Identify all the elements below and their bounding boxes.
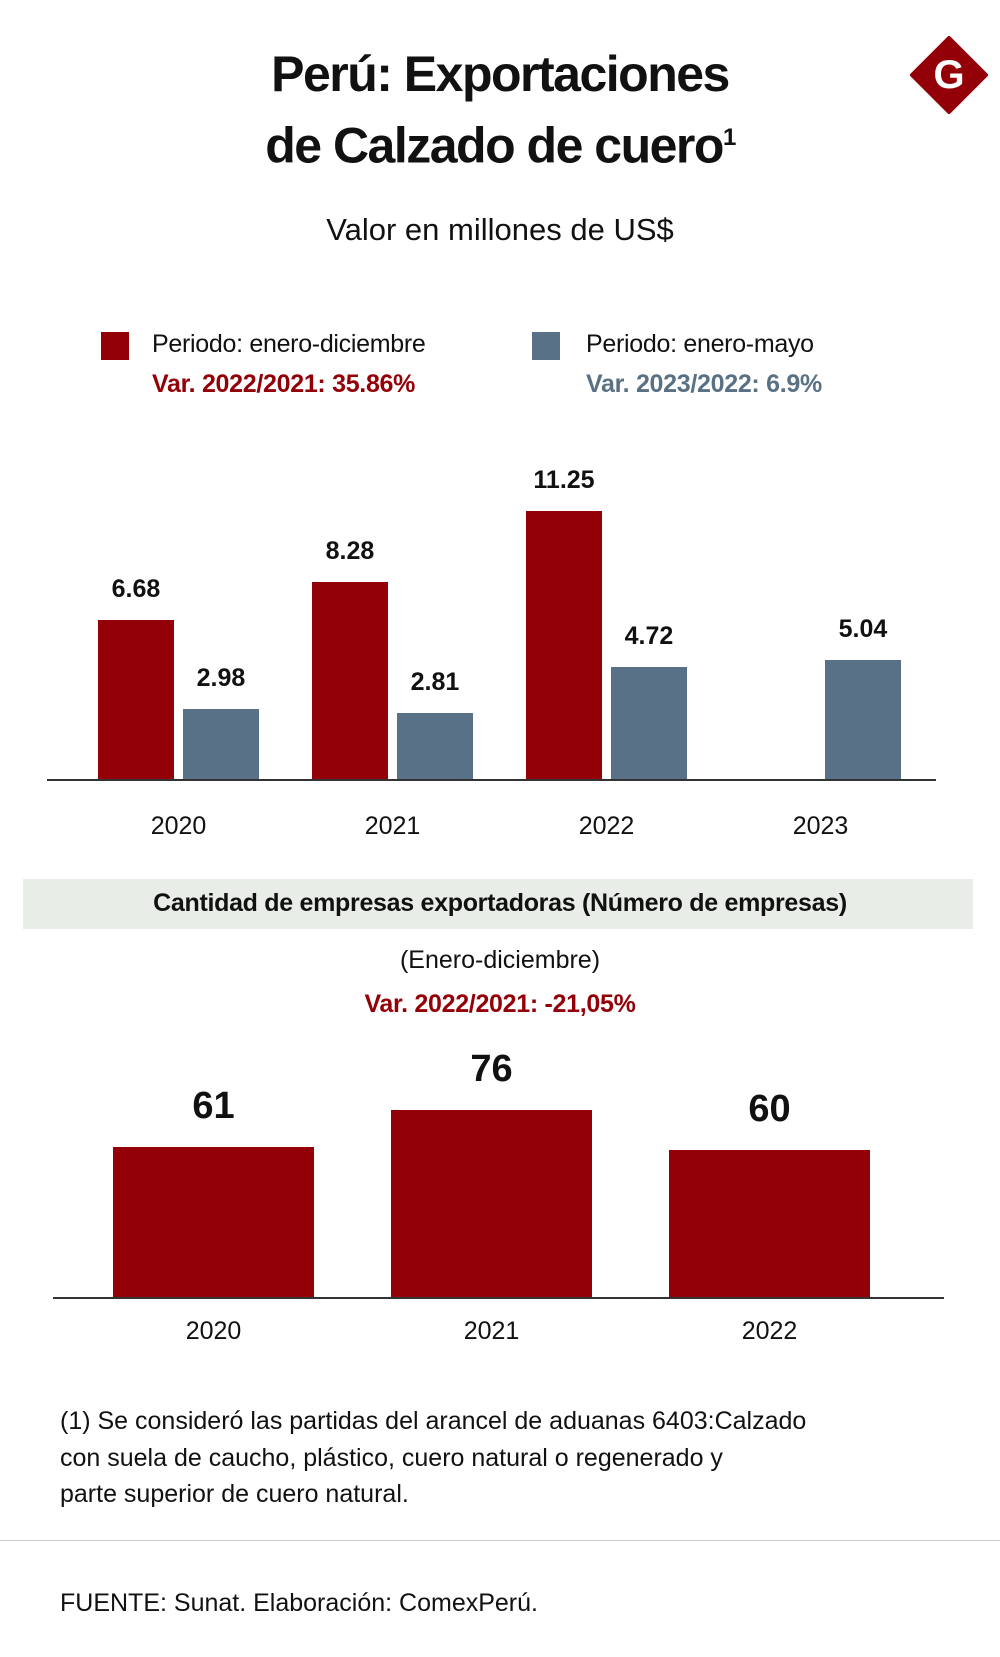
x-tick-label: 2022 bbox=[578, 812, 635, 840]
legend-swatch-red bbox=[101, 332, 129, 360]
title-text: de Calzado de cuero bbox=[265, 117, 724, 174]
footnote-line2: con suela de caucho, plástico, cuero nat… bbox=[60, 1444, 723, 1472]
x-tick-label: 2023 bbox=[792, 812, 849, 840]
chart1-x-axis bbox=[47, 779, 936, 781]
value-label: 8.28 bbox=[325, 537, 375, 566]
chart-title-line1: Perú: Exportaciones bbox=[271, 46, 730, 102]
chart-subtitle: Valor en millones de US$ bbox=[326, 212, 674, 247]
bar-2020-enero-diciembre bbox=[98, 620, 174, 780]
companies-title: Cantidad de empresas exportadoras (Númer… bbox=[153, 889, 847, 917]
bar-2021-enero-diciembre bbox=[312, 582, 388, 780]
x-tick-label: 2020 bbox=[185, 1317, 242, 1345]
value-label: 4.72 bbox=[624, 622, 674, 651]
chart-title-line2: de Calzado de cuero1 bbox=[0, 108, 1000, 176]
logo-letter: G bbox=[933, 53, 964, 97]
x-tick-label: 2022 bbox=[741, 1317, 798, 1345]
value-label: 60 bbox=[748, 1087, 791, 1130]
value-label: 2.98 bbox=[196, 663, 246, 692]
footnote-line1: (1) Se consideró las partidas del arance… bbox=[60, 1407, 807, 1435]
value-label: 11.25 bbox=[533, 466, 595, 495]
bar-2022-enero-diciembre bbox=[526, 511, 602, 780]
bar-companies-2021 bbox=[391, 1110, 592, 1298]
value-label: 6.68 bbox=[111, 575, 161, 604]
bar-2022-enero-mayo bbox=[611, 667, 687, 780]
value-label: 76 bbox=[470, 1048, 513, 1091]
bar-companies-2020 bbox=[113, 1147, 314, 1298]
value-label: 2.81 bbox=[410, 667, 460, 696]
export-value-chart: 6.68 2.98 2020 8.28 2.81 2021 11.25 4.72 2022 5.0… bbox=[98, 466, 901, 840]
companies-section-band bbox=[23, 879, 973, 929]
legend-var-blue: Var. 2023/2022: 6.9% bbox=[586, 370, 822, 398]
legend-swatch-blue bbox=[532, 332, 560, 360]
divider bbox=[0, 1540, 1000, 1541]
source-text: FUENTE: Sunat. Elaboración: ComexPerú. bbox=[60, 1589, 538, 1617]
bar-2021-enero-mayo bbox=[397, 712, 473, 780]
footnote-line3: parte superior de cuero natural. bbox=[60, 1480, 409, 1508]
companies-var: Var. 2022/2021: -21,05% bbox=[364, 990, 636, 1018]
legend-label-enero-diciembre: Periodo: enero-diciembre bbox=[152, 330, 426, 358]
x-tick-label: 2021 bbox=[364, 812, 421, 840]
legend-var-red: Var. 2022/2021: 35.86% bbox=[152, 370, 416, 398]
chart2-x-axis bbox=[53, 1297, 944, 1299]
bar-2023-enero-mayo bbox=[825, 659, 901, 780]
title-superscript: 1 bbox=[722, 124, 736, 151]
x-tick-label: 2021 bbox=[463, 1317, 520, 1345]
bar-companies-2022 bbox=[669, 1149, 870, 1298]
companies-subtitle: (Enero-diciembre) bbox=[399, 946, 601, 974]
x-tick-label: 2020 bbox=[150, 812, 207, 840]
value-label: 61 bbox=[192, 1085, 235, 1128]
legend-label-enero-mayo: Periodo: enero-mayo bbox=[586, 330, 814, 358]
value-label: 5.04 bbox=[838, 614, 888, 643]
gestion-logo-icon: G bbox=[910, 36, 988, 114]
bar-2020-enero-mayo bbox=[183, 708, 259, 780]
